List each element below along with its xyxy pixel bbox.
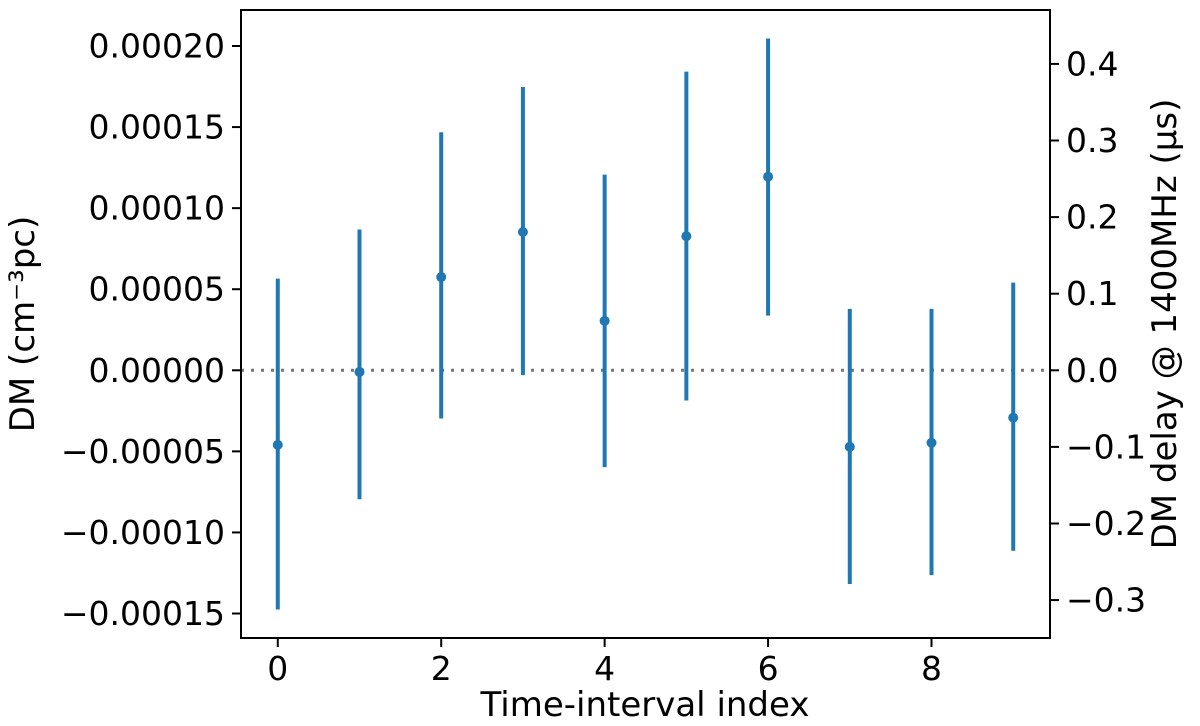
errorbar-points	[272, 38, 1019, 610]
y-axis-label-right: DM delay @ 1400MHz (μs)	[1145, 99, 1185, 550]
errorbar-point	[272, 278, 283, 610]
errorbar-point	[763, 38, 774, 316]
x-tick-label: 4	[594, 649, 615, 688]
y-tick-label-right: 0.0	[1066, 351, 1118, 390]
y-tick-label-left: 0.00010	[89, 189, 225, 228]
data-point-marker	[1008, 412, 1019, 423]
y-tick-label-left: 0.00000	[89, 351, 225, 390]
tick-labels: 0 2 4 6 8 0.00020 0.00015 0.00010 0.00005 0.00000…	[61, 26, 1146, 688]
y-tick-label-left: −0.00010	[61, 513, 225, 552]
data-point-marker	[436, 272, 447, 283]
y-tick-label-right: 0.1	[1066, 274, 1118, 313]
y-tick-label-left: −0.00015	[61, 594, 225, 633]
errorbar-point	[844, 308, 855, 585]
y-tick-label-right: 0.3	[1066, 121, 1118, 160]
errorbar-point	[354, 229, 365, 500]
data-point-marker	[599, 315, 610, 326]
y-tick-label-right: −0.3	[1066, 581, 1146, 620]
x-tick-label: 6	[758, 649, 779, 688]
data-point-marker	[681, 231, 692, 242]
x-tick-label: 8	[921, 649, 942, 688]
errorbar-point	[681, 71, 692, 401]
errorbar-point	[1008, 282, 1019, 551]
errorbar-point	[436, 132, 447, 419]
y-axis-label-left: DM (cm⁻³pc)	[3, 216, 43, 433]
errorbar-point	[599, 174, 610, 468]
y-tick-label-right: −0.1	[1066, 427, 1146, 466]
y-tick-label-right: −0.2	[1066, 504, 1146, 543]
y-tick-label-left: 0.00015	[89, 108, 225, 147]
y-tick-label-left: −0.00005	[61, 432, 225, 471]
errorbar-point	[926, 308, 937, 576]
data-point-marker	[844, 441, 855, 452]
plot-frame	[240, 9, 1051, 639]
x-tick-label: 0	[267, 649, 288, 688]
x-axis-label: Time-interval index	[480, 685, 810, 725]
y-tick-label-right: 0.4	[1066, 44, 1118, 83]
plot-border	[240, 9, 1051, 639]
x-tick-label: 2	[431, 649, 452, 688]
data-point-marker	[354, 366, 365, 377]
data-point-marker	[517, 226, 528, 237]
errorbar-point	[517, 87, 528, 376]
axis-ticks	[232, 44, 1059, 647]
y-tick-label-left: 0.00005	[89, 270, 225, 309]
data-point-marker	[763, 171, 774, 182]
data-point-marker	[272, 439, 283, 450]
data-point-marker	[926, 437, 937, 448]
y-tick-label-left: 0.00020	[89, 26, 225, 65]
y-tick-label-right: 0.2	[1066, 198, 1118, 237]
